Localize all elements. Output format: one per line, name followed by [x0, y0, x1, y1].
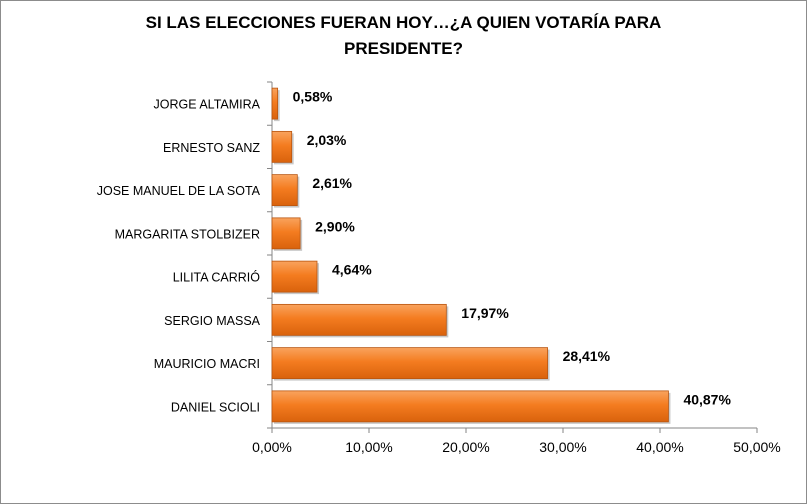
bar	[271, 174, 298, 207]
category-label: MAURICIO MACRI	[154, 357, 260, 371]
x-tick-label: 10,00%	[345, 439, 392, 455]
data-label: 40,87%	[683, 391, 731, 407]
bar	[271, 87, 279, 120]
data-label: 2,03%	[307, 132, 347, 148]
bar	[271, 390, 669, 423]
data-label: 2,61%	[312, 175, 352, 191]
data-label: 17,97%	[461, 305, 509, 321]
category-label: MARGARITA STOLBIZER	[115, 227, 260, 241]
category-label: JOSE MANUEL DE LA SOTA	[97, 184, 261, 198]
category-label: SERGIO MASSA	[164, 314, 261, 328]
x-tick-label: 40,00%	[636, 439, 683, 455]
category-label: LILITA CARRIÓ	[173, 270, 261, 285]
bar	[271, 130, 293, 163]
category-label: ERNESTO SANZ	[163, 141, 260, 155]
data-label: 4,64%	[332, 262, 372, 278]
category-label: JORGE ALTAMIRA	[153, 98, 260, 112]
bar	[271, 260, 318, 293]
plot-area: 0,00% 10,00% 20,00% 30,00% 40,00% 50,00% JORGE…	[97, 81, 781, 455]
category-label: DANIEL SCIOLI	[171, 400, 260, 414]
chart-title-line-1: SI LAS ELECCIONES FUERAN HOY…¿A QUIEN VO…	[145, 13, 662, 32]
x-tick-label: 0,00%	[252, 439, 292, 455]
data-label: 28,41%	[563, 348, 611, 364]
bar	[271, 217, 301, 250]
bar	[271, 303, 447, 336]
data-label: 2,90%	[315, 218, 355, 234]
chart-title: SI LAS ELECCIONES FUERAN HOY…¿A QUIEN VO…	[0, 10, 807, 62]
x-tick-label: 50,00%	[733, 439, 780, 455]
x-tick-label: 30,00%	[539, 439, 586, 455]
bar	[271, 347, 548, 380]
data-label: 0,58%	[293, 89, 333, 105]
x-tick-label: 20,00%	[442, 439, 489, 455]
chart-title-line-2: PRESIDENTE?	[343, 39, 464, 58]
